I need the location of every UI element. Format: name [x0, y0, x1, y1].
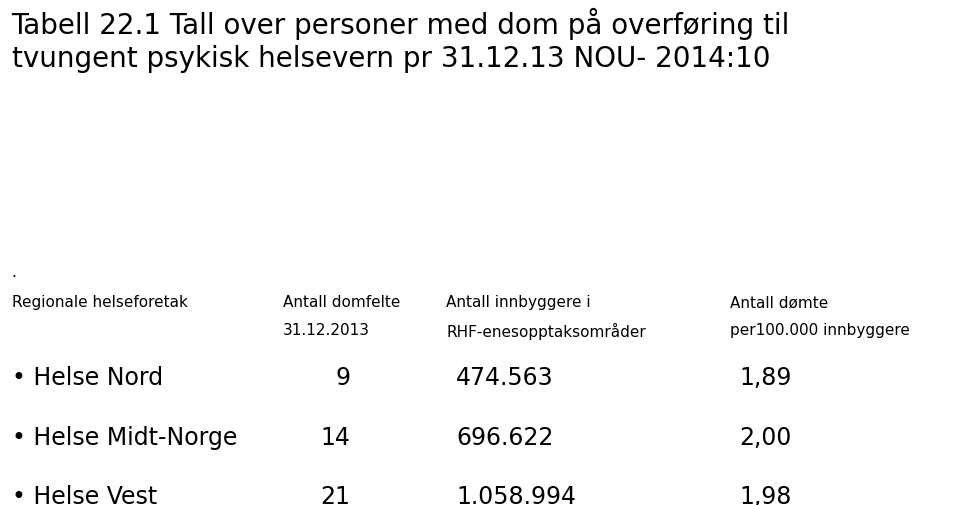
Text: per100.000 innbyggere: per100.000 innbyggere: [730, 323, 909, 338]
Text: RHF-enesopptaksområder: RHF-enesopptaksområder: [446, 323, 646, 340]
Text: Regionale helseforetak: Regionale helseforetak: [12, 295, 187, 311]
Text: 14: 14: [321, 426, 350, 450]
Text: 696.622: 696.622: [456, 426, 553, 450]
Text: Antall domfelte: Antall domfelte: [283, 295, 400, 311]
Text: 9: 9: [335, 366, 350, 390]
Text: 21: 21: [321, 485, 350, 505]
Text: 2,00: 2,00: [739, 426, 792, 450]
Text: 31.12.2013: 31.12.2013: [283, 323, 371, 338]
Text: 1,89: 1,89: [739, 366, 792, 390]
Text: Antall dømte: Antall dømte: [730, 295, 828, 311]
Text: • Helse Vest: • Helse Vest: [12, 485, 156, 505]
Text: • Helse Nord: • Helse Nord: [12, 366, 162, 390]
Text: Antall innbyggere i: Antall innbyggere i: [446, 295, 591, 311]
Text: Tabell 22.1 Tall over personer med dom på overføring til
tvungent psykisk helsev: Tabell 22.1 Tall over personer med dom p…: [12, 8, 790, 73]
Text: .: .: [12, 265, 16, 280]
Text: • Helse Midt-Norge: • Helse Midt-Norge: [12, 426, 237, 450]
Text: 1,98: 1,98: [739, 485, 792, 505]
Text: 474.563: 474.563: [456, 366, 554, 390]
Text: 1.058.994: 1.058.994: [456, 485, 576, 505]
